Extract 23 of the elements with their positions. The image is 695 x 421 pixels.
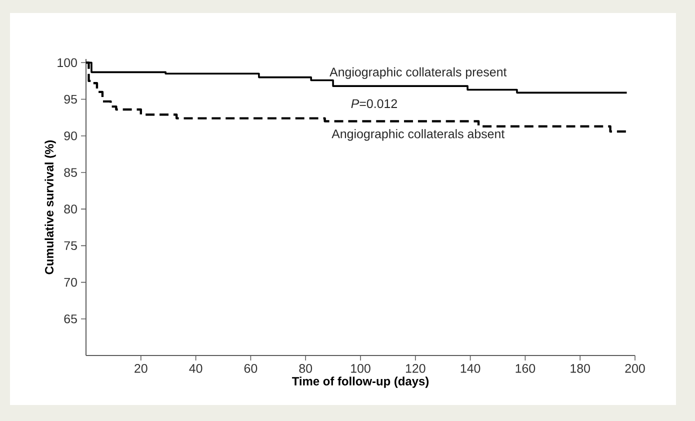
- x-tick-label: 60: [244, 364, 258, 373]
- series-label: Angiographic collaterals present: [330, 67, 507, 79]
- x-tick-label: 20: [134, 364, 148, 373]
- x-tick-label: 160: [516, 364, 536, 373]
- y-tick-label: 65: [64, 314, 77, 324]
- x-tick-label: 200: [625, 364, 645, 373]
- x-tick-label: 40: [189, 364, 202, 373]
- y-tick-label: 80: [64, 204, 77, 214]
- y-tick-label: 90: [64, 131, 77, 140]
- x-axis-title: Time of follow-up (days): [292, 376, 429, 388]
- x-tick-label: 180: [570, 364, 590, 373]
- y-tick-label: 75: [64, 241, 77, 250]
- annotation: P=0.012: [351, 99, 397, 108]
- x-tick-label: 80: [299, 364, 312, 373]
- x-tick-label: 120: [406, 364, 426, 373]
- y-tick-label: 95: [64, 94, 77, 104]
- y-tick-label: 85: [64, 168, 77, 177]
- y-tick-label: 70: [64, 278, 77, 287]
- x-tick-label: 100: [351, 364, 370, 373]
- y-axis-title: Cumulative survival (%): [44, 140, 56, 274]
- y-tick-label: 100: [58, 58, 77, 68]
- x-tick-label: 140: [460, 364, 480, 373]
- series-label: Angiographic collaterals absent: [332, 129, 505, 141]
